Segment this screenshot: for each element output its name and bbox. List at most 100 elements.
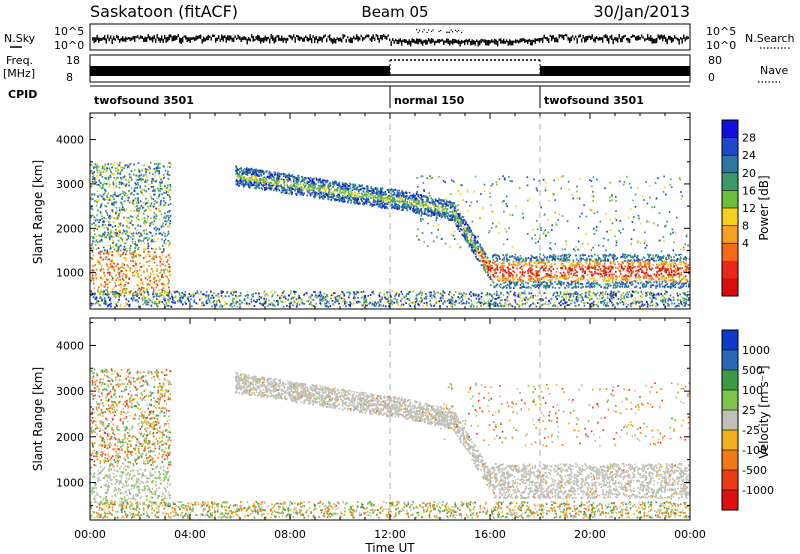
echo-cell (345, 182, 347, 185)
echo-cell (103, 165, 105, 168)
echo-cell (684, 243, 686, 246)
nsky-point (372, 34, 374, 40)
echo-cell (502, 254, 504, 256)
nsky-point (192, 36, 194, 40)
echo-cell (592, 176, 595, 179)
echo-cell (576, 263, 578, 265)
echo-cell (258, 171, 260, 173)
echo-cell (323, 185, 326, 187)
echo-cell (634, 280, 637, 283)
echo-cell (503, 199, 505, 202)
echo-cell (130, 259, 132, 262)
echo-cell (377, 196, 380, 199)
echo-cell (483, 190, 486, 192)
echo-cell (433, 213, 435, 216)
nsky-point (258, 35, 260, 42)
echo-cell (579, 215, 581, 218)
echo-cell (615, 210, 617, 212)
echo-cell (153, 278, 155, 280)
echo-cell (673, 259, 675, 262)
echo-cell (469, 238, 472, 241)
echo-cell (630, 262, 632, 265)
nsky-point (440, 39, 442, 42)
echo-cell (643, 276, 646, 278)
echo-cell (646, 267, 648, 270)
echo-cell (607, 283, 610, 285)
echo-cell (146, 284, 148, 287)
echo-cell (166, 194, 169, 196)
echo-cell (410, 194, 412, 197)
echo-cell (519, 278, 521, 281)
echo-cell (136, 216, 138, 219)
echo-cell (673, 265, 675, 268)
echo-cell (432, 224, 435, 227)
echo-cell (437, 205, 440, 208)
echo-cell (360, 185, 363, 188)
echo-cell (119, 283, 122, 286)
echo-cell (245, 177, 248, 180)
echo-cell (680, 274, 682, 276)
echo-cell (565, 254, 567, 256)
echo-cell (451, 211, 454, 213)
echo-cell (107, 216, 110, 218)
nsky-point (353, 35, 355, 39)
echo-cell (247, 167, 250, 170)
echo-cell (464, 232, 467, 234)
echo-cell (378, 200, 381, 203)
nsky-point (315, 36, 317, 40)
echo-cell (541, 281, 544, 284)
echo-cell (94, 182, 96, 184)
echo-cell (334, 199, 337, 202)
echo-cell (501, 265, 504, 267)
echo-cell (544, 229, 546, 232)
echo-cell (124, 184, 127, 187)
echo-cell (373, 203, 375, 206)
nsky-point (360, 34, 362, 38)
echo-cell (457, 190, 460, 193)
echo-cell (322, 185, 325, 187)
echo-cell (280, 173, 282, 176)
echo-cell (430, 213, 433, 215)
echo-cell (92, 279, 95, 282)
echo-cell (395, 206, 397, 208)
nsky-point (623, 35, 625, 39)
echo-cell (465, 201, 468, 203)
echo-cell (622, 283, 625, 285)
echo-cell (97, 263, 99, 266)
nsky-point (446, 38, 448, 43)
echo-cell (536, 189, 539, 192)
echo-cell (484, 256, 486, 259)
echo-cell (505, 230, 508, 233)
echo-cell (551, 282, 554, 285)
echo-cell (537, 271, 539, 274)
nsky-point (495, 39, 497, 45)
echo-cell (671, 277, 674, 280)
echo-cell (606, 283, 609, 285)
nsky-point (479, 40, 481, 46)
echo-cell (485, 261, 488, 264)
echo-cell (131, 202, 134, 205)
echo-cell (389, 198, 391, 200)
echo-cell (541, 259, 543, 261)
nsky-point (470, 40, 472, 46)
echo-cell (371, 192, 374, 194)
echo-cell (320, 192, 323, 194)
nsky-point (654, 38, 656, 44)
echo-cell (367, 192, 370, 195)
nsky-point (468, 38, 470, 42)
echo-cell (627, 284, 630, 287)
echo-cell (470, 236, 473, 239)
echo-cell (384, 203, 386, 206)
echo-cell (543, 256, 546, 259)
echo-cell (404, 200, 406, 203)
echo-cell (656, 285, 658, 288)
nsky-point (591, 34, 593, 39)
echo-cell (630, 271, 633, 274)
nsearch-point (438, 30, 440, 33)
echo-cell (512, 275, 514, 278)
nsky-point (263, 37, 265, 43)
echo-cell (582, 286, 584, 288)
echo-cell (102, 183, 104, 186)
echo-cell (582, 268, 584, 270)
echo-cell (483, 250, 485, 253)
